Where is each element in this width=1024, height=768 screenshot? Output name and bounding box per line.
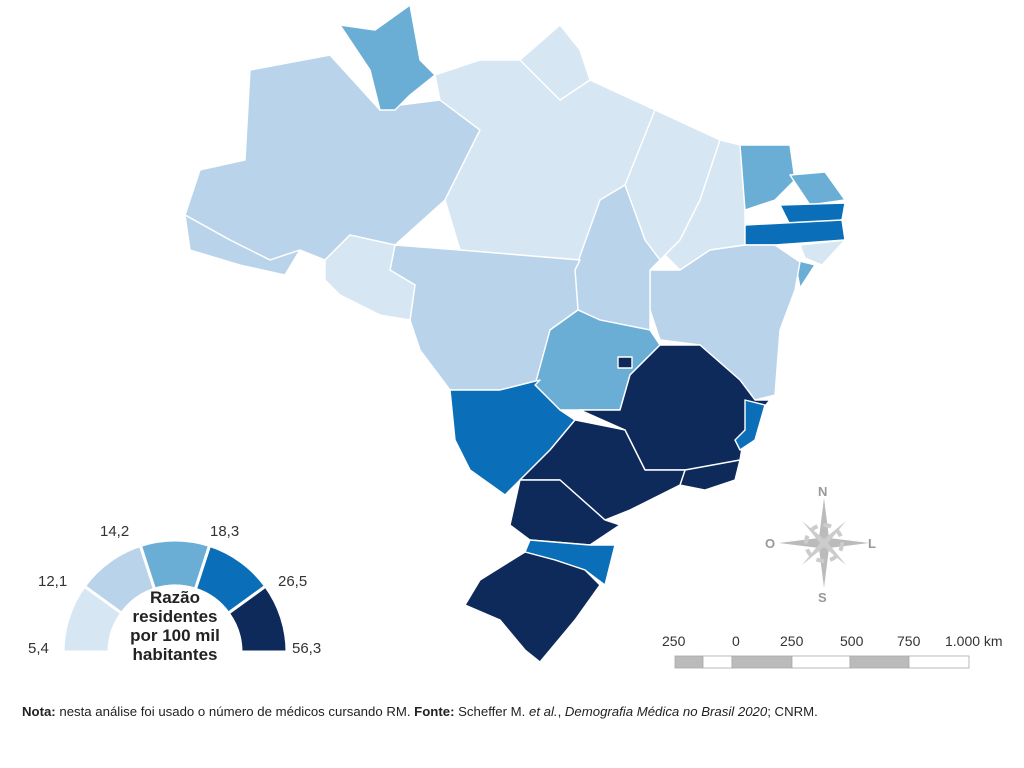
source-sep: , <box>557 704 565 719</box>
source-etal: et al. <box>528 704 558 719</box>
state-rs <box>464 551 601 663</box>
legend-title-line: residentes <box>132 607 218 626</box>
scale-label: 500 <box>840 633 864 649</box>
footnote: Nota: nesta análise foi usado o número d… <box>22 704 818 719</box>
scale-bar-segment <box>849 655 910 669</box>
legend-break-label: 14,2 <box>100 523 130 540</box>
source-end: ; CNRM. <box>767 704 818 719</box>
source-title: Demografia Médica no Brasil 2020 <box>564 704 768 719</box>
compass-east-label: L <box>868 536 876 551</box>
source-label: Fonte: <box>414 704 455 719</box>
scale-label: 750 <box>897 633 921 649</box>
state-ap <box>519 24 591 101</box>
legend-break-label: 12,1 <box>38 573 68 590</box>
scale-bar-segment <box>791 655 851 669</box>
state-es <box>734 399 766 451</box>
note-text: nesta análise foi usado o número de médi… <box>55 704 415 719</box>
legend-segment <box>226 584 289 654</box>
scale-label: 250 <box>662 633 686 649</box>
state-ro <box>324 234 416 321</box>
compass-south-label: S <box>818 590 827 605</box>
legend-title-line: habitantes <box>132 645 218 664</box>
compass-west-label: O <box>765 536 776 551</box>
scale-bar-segment <box>702 655 733 669</box>
state-pe <box>744 219 846 246</box>
state-rn <box>789 171 846 206</box>
legend-break-label: 56,3 <box>292 640 322 657</box>
legend-title: Razão residentes por 100 mil habitantes <box>115 588 235 664</box>
legend-gauge <box>61 538 289 654</box>
scale-label: 1.000 km <box>945 633 1003 649</box>
scale-label: 0 <box>732 633 740 649</box>
scale-bar-segment <box>731 655 793 669</box>
legend-break-label: 5,4 <box>28 640 49 657</box>
scale-bar-segment <box>674 655 704 669</box>
state-df <box>617 356 633 369</box>
legend-title-line: por 100 mil <box>130 626 220 645</box>
scale-bar <box>674 655 970 669</box>
state-ba <box>649 244 801 401</box>
legend-title-line: Razão <box>149 588 201 607</box>
note-label: Nota: <box>22 704 56 719</box>
source-text: Scheffer M. <box>454 704 529 719</box>
state-rr <box>339 4 436 111</box>
compass-rose-icon <box>779 498 869 588</box>
state-pr <box>509 479 621 546</box>
legend-break-label: 26,5 <box>278 573 308 590</box>
state-sp <box>519 419 686 521</box>
scale-bar-segment <box>908 655 970 669</box>
scale-label: 250 <box>780 633 804 649</box>
state-al <box>799 239 846 266</box>
state-ce <box>739 144 796 211</box>
legend-break-label: 18,3 <box>210 523 240 540</box>
compass-north-label: N <box>818 484 828 499</box>
state-am <box>184 54 481 261</box>
state-ac <box>184 214 301 276</box>
